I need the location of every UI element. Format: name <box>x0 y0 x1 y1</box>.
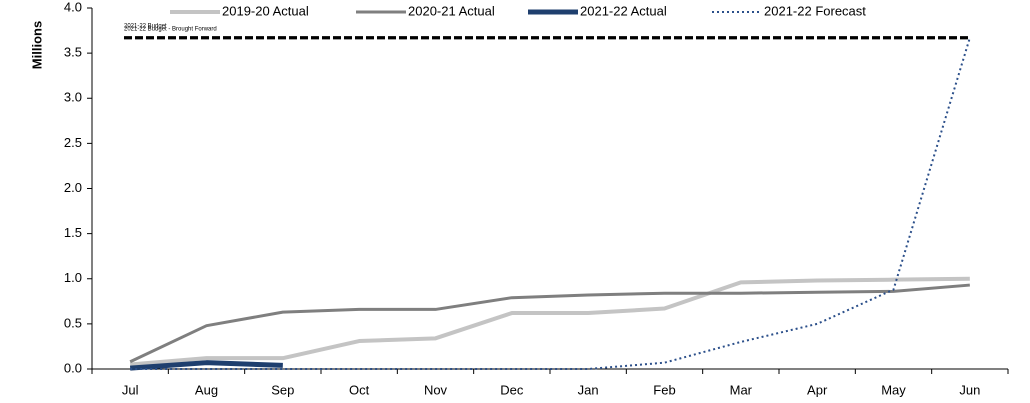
budget-label: 2021-22 Budget <box>124 23 167 29</box>
legend-label: 2021-22 Forecast <box>764 3 866 18</box>
y-tick-label: 1.0 <box>64 270 82 285</box>
x-tick-label: May <box>881 382 906 397</box>
x-tick-label: Jan <box>578 382 599 397</box>
x-tick-label: Apr <box>807 382 828 397</box>
x-tick-label: Nov <box>424 382 448 397</box>
series-line <box>129 283 970 364</box>
x-tick-label: Mar <box>730 382 753 397</box>
series-line <box>130 276 970 367</box>
legend-label: 2019-20 Actual <box>222 3 309 18</box>
x-tick-label: Aug <box>195 382 218 397</box>
x-tick-label: Sep <box>271 382 294 397</box>
x-tick-label: Jul <box>122 382 139 397</box>
y-tick-label: 0.0 <box>64 360 82 375</box>
legend-label: 2020-21 Actual <box>408 3 495 18</box>
series-line <box>129 360 283 371</box>
x-tick-label: Jun <box>959 382 980 397</box>
x-tick-label: Oct <box>349 382 370 397</box>
y-tick-label: 2.5 <box>64 135 82 150</box>
y-tick-label: 4.0 <box>64 0 82 14</box>
y-tick-label: 3.5 <box>64 45 82 60</box>
y-tick-label: 2.0 <box>64 180 82 195</box>
y-tick-label: 1.5 <box>64 225 82 240</box>
x-tick-label: Feb <box>653 382 675 397</box>
series-line <box>130 37 971 370</box>
y-axis-label: Millions <box>29 21 44 69</box>
y-tick-label: 3.0 <box>64 90 82 105</box>
budget-label: 2021-22 Budget - Brought Forward <box>124 26 217 32</box>
legend-label: 2021-22 Actual <box>580 3 667 18</box>
x-tick-label: Dec <box>500 382 524 397</box>
y-tick-label: 0.5 <box>64 315 82 330</box>
